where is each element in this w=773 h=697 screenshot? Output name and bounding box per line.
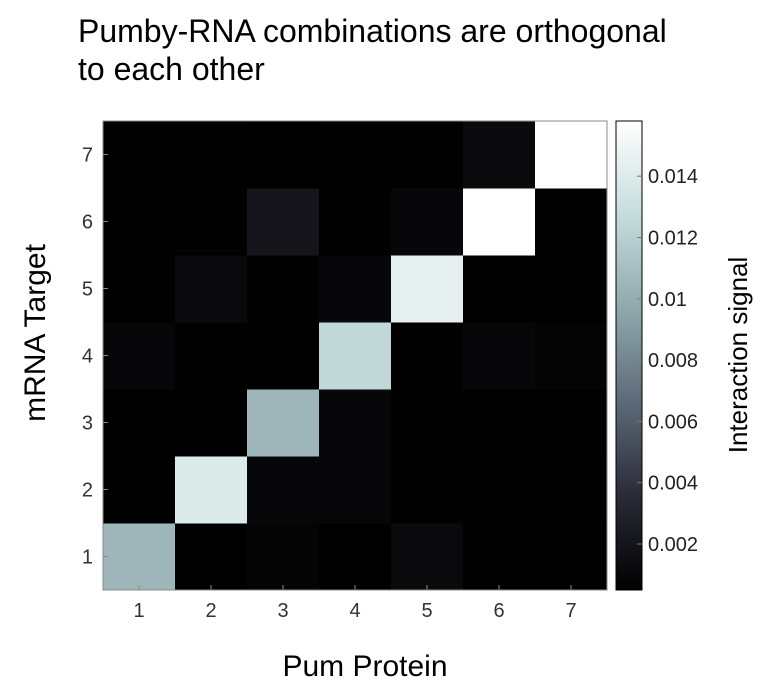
colorbar-tick-label: 0.014	[648, 166, 698, 188]
x-tick-label: 5	[421, 600, 432, 622]
heatmap-cell	[175, 523, 248, 591]
y-tick-label: 6	[82, 212, 93, 234]
heatmap-cell	[319, 255, 392, 323]
heatmap-cell	[319, 188, 392, 256]
chart-title-line-1: Pumby-RNA combinations are orthogonal	[78, 13, 667, 49]
heatmap-cell	[103, 121, 176, 189]
heatmap-cell	[247, 188, 320, 256]
heatmap-cell	[103, 523, 176, 591]
heatmap-cell	[103, 456, 176, 524]
heatmap-cell	[175, 255, 248, 323]
chart-title: Pumby-RNA combinations are orthogonal to…	[78, 12, 768, 88]
heatmap-cell	[391, 255, 464, 323]
y-axis-ticks: 1 2 3 4 5 6 7	[82, 145, 108, 569]
heatmap-cell	[463, 389, 536, 457]
heatmap-cell	[391, 121, 464, 189]
x-tick-label: 2	[205, 600, 216, 622]
heatmap-cell	[175, 188, 248, 256]
heatmap-cell	[103, 255, 176, 323]
heatmap-cell	[103, 389, 176, 457]
heatmap-cell	[535, 255, 608, 323]
heatmap-cell	[319, 389, 392, 457]
y-tick-label: 1	[82, 547, 93, 569]
x-tick-label: 6	[493, 600, 504, 622]
heatmap-cell	[175, 322, 248, 390]
chart-title-line-2: to each other	[78, 51, 265, 87]
heatmap-cell	[463, 255, 536, 323]
heatmap-cells	[103, 121, 608, 591]
heatmap-cell	[319, 121, 392, 189]
y-axis-label: mRNA Target	[19, 243, 52, 422]
x-tick-label: 1	[133, 600, 144, 622]
heatmap-cell	[247, 456, 320, 524]
heatmap-cell	[175, 456, 248, 524]
colorbar-ticks: 0.002 0.004 0.006 0.008 0.01 0.012 0.014	[637, 166, 698, 556]
x-tick-label: 3	[277, 600, 288, 622]
heatmap-cell	[535, 121, 608, 189]
heatmap-cell	[535, 523, 608, 591]
colorbar-tick-label: 0.002	[648, 534, 698, 556]
x-tick-label: 7	[565, 600, 576, 622]
heatmap-cell	[103, 188, 176, 256]
heatmap-cell	[391, 389, 464, 457]
colorbar-tick-label: 0.01	[648, 289, 687, 311]
heatmap-cell	[391, 456, 464, 524]
heatmap-cell	[247, 255, 320, 323]
heatmap-cell	[463, 523, 536, 591]
heatmap-cell	[319, 523, 392, 591]
heatmap-cell	[247, 322, 320, 390]
heatmap-cell	[175, 389, 248, 457]
heatmap-cell	[247, 389, 320, 457]
heatmap-cell	[247, 121, 320, 189]
colorbar-tick-label: 0.008	[648, 350, 698, 372]
colorbar-tick-label: 0.006	[648, 411, 698, 433]
heatmap-cell	[103, 322, 176, 390]
heatmap-cell	[247, 523, 320, 591]
colorbar-label: Interaction signal	[723, 257, 753, 454]
colorbar-tick-label: 0.004	[648, 473, 698, 495]
heatmap-cell	[319, 456, 392, 524]
heatmap-cell	[535, 456, 608, 524]
x-axis-label: Pum Protein	[282, 650, 447, 683]
y-tick-label: 5	[82, 279, 93, 301]
heatmap-cell	[463, 188, 536, 256]
heatmap-cell	[535, 188, 608, 256]
heatmap-cell	[463, 121, 536, 189]
heatmap-cell	[535, 389, 608, 457]
x-tick-label: 4	[349, 600, 360, 622]
y-tick-label: 3	[82, 413, 93, 435]
heatmap-cell	[175, 121, 248, 189]
colorbar	[615, 120, 643, 591]
y-tick-label: 4	[82, 346, 93, 368]
heatmap-cell	[391, 523, 464, 591]
heatmap-cell	[319, 322, 392, 390]
heatmap-cell	[463, 456, 536, 524]
heatmap-cell	[463, 322, 536, 390]
x-axis-ticks: 1 2 3 4 5 6 7	[133, 585, 577, 622]
heatmap-cell	[391, 322, 464, 390]
heatmap-cell	[391, 188, 464, 256]
y-tick-label: 2	[82, 480, 93, 502]
colorbar-tick-label: 0.012	[648, 227, 698, 249]
y-tick-label: 7	[82, 145, 93, 167]
heatmap-cell	[535, 322, 608, 390]
